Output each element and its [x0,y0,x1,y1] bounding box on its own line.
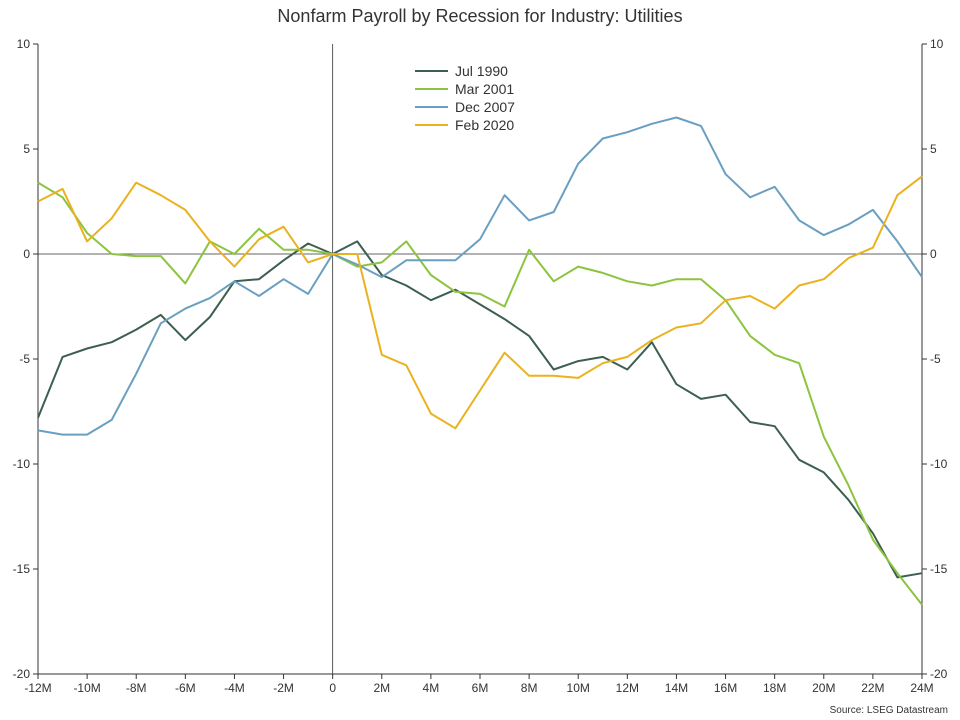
x-tick-label: 8M [521,681,538,695]
legend-label: Dec 2007 [455,99,515,115]
y-tick-label-left: 5 [23,142,30,156]
legend-label: Jul 1990 [455,63,508,79]
y-tick-label-left: 10 [17,37,31,51]
series-line-mar-2001 [37,181,923,606]
x-tick-label: 2M [373,681,390,695]
y-tick-label-right: -20 [930,667,948,681]
y-tick-label-left: -5 [19,352,30,366]
legend-label: Feb 2020 [455,117,514,133]
y-tick-label-right: 10 [930,37,944,51]
y-tick-label-left: -15 [13,562,31,576]
x-tick-label: -6M [175,681,196,695]
chart-title: Nonfarm Payroll by Recession for Industr… [277,6,683,26]
x-tick-label: 6M [472,681,489,695]
chart-source: Source: LSEG Datastream [829,705,948,716]
x-tick-label: 24M [910,681,933,695]
y-tick-label-left: -20 [13,667,31,681]
x-tick-label: -8M [126,681,147,695]
x-tick-label: -10M [73,681,100,695]
x-tick-label: 20M [812,681,835,695]
x-tick-label: -4M [224,681,245,695]
y-tick-label-right: 5 [930,142,937,156]
series-line-jul-1990 [37,240,923,579]
x-tick-label: -2M [273,681,294,695]
x-tick-label: 16M [714,681,737,695]
x-tick-label: 12M [616,681,639,695]
legend: Jul 1990 Mar 2001 Dec 2007 Feb 2020 [415,63,515,133]
x-tick-label: 10M [567,681,590,695]
x-tick-label: 4M [423,681,440,695]
series-line-dec-2007 [37,116,923,436]
axes-layer: 10 105 50 0-5 -5-10 -10-15 -15-20 -20-12M -10M -8… [13,37,948,695]
y-tick-label-right: -10 [930,457,948,471]
series-layer [37,116,923,606]
x-tick-label: 0 [329,681,336,695]
series-line-feb-2020 [37,175,923,430]
x-tick-label: 18M [763,681,786,695]
y-tick-label-right: -15 [930,562,948,576]
y-tick-label-left: -10 [13,457,31,471]
y-tick-label-left: 0 [23,247,30,261]
y-tick-label-right: -5 [930,352,941,366]
legend-label: Mar 2001 [455,81,514,97]
x-tick-label: -12M [24,681,51,695]
y-tick-label-right: 0 [930,247,937,261]
x-tick-label: 22M [861,681,884,695]
x-tick-label: 14M [665,681,688,695]
